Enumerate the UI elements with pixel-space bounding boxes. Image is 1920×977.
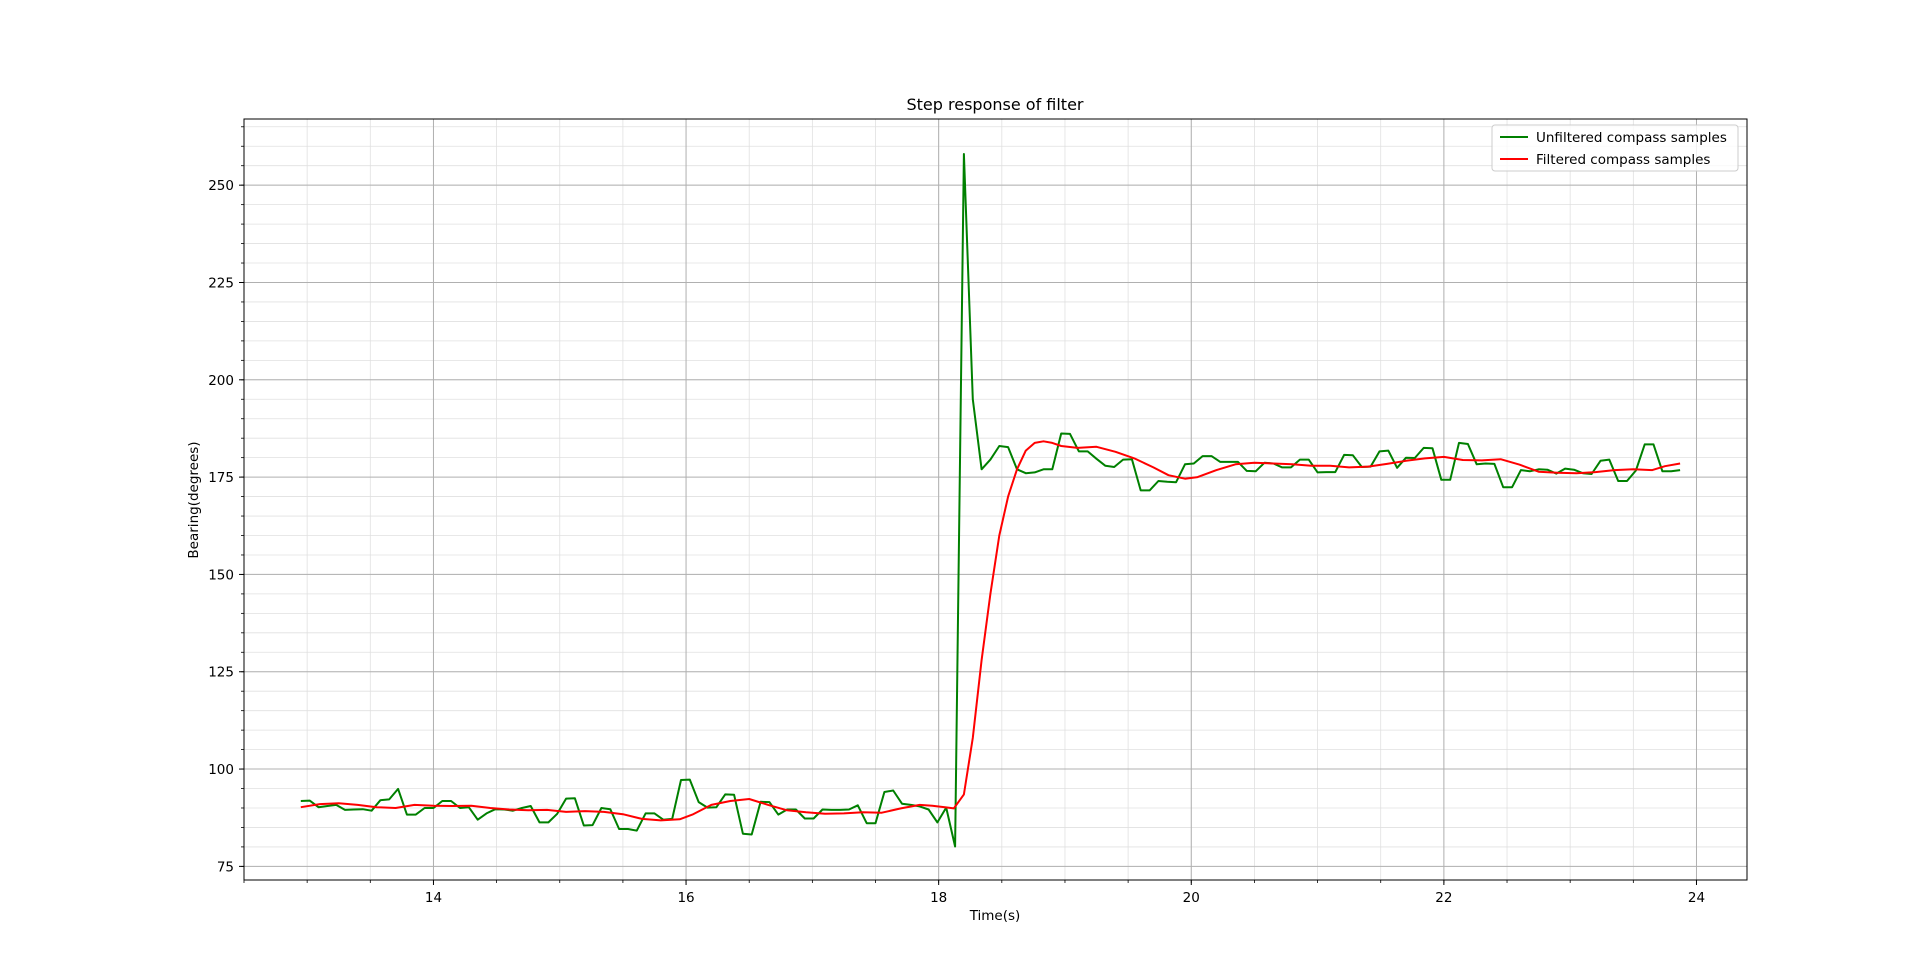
y-axis-ticks: 75 100 125 150 175 200 225 250 bbox=[208, 126, 244, 875]
y-tick-label: 150 bbox=[208, 567, 234, 583]
x-tick-label: 14 bbox=[425, 890, 442, 906]
y-tick-label: 100 bbox=[208, 762, 234, 778]
y-tick-label: 125 bbox=[208, 665, 234, 681]
legend-label-unfiltered: Unfiltered compass samples bbox=[1536, 130, 1727, 146]
x-axis-ticks: 14 16 18 20 22 24 bbox=[243, 880, 1705, 906]
y-tick-label: 75 bbox=[217, 859, 234, 875]
x-tick-label: 20 bbox=[1183, 890, 1200, 906]
series-line-unfiltered bbox=[300, 153, 1681, 848]
y-tick-label: 250 bbox=[208, 178, 234, 194]
series-layer bbox=[300, 153, 1681, 848]
y-axis-label: Bearing(degrees) bbox=[186, 441, 202, 558]
x-axis-label: Time(s) bbox=[969, 908, 1021, 924]
y-tick-label: 200 bbox=[208, 373, 234, 389]
x-tick-label: 24 bbox=[1688, 890, 1705, 906]
x-tick-label: 16 bbox=[677, 890, 694, 906]
plot-frame bbox=[243, 118, 1748, 881]
y-tick-label: 175 bbox=[208, 470, 234, 486]
grid-lines bbox=[243, 119, 1747, 880]
y-tick-label: 225 bbox=[208, 275, 234, 291]
series-line-filtered bbox=[300, 440, 1681, 822]
chart-title: Step response of filter bbox=[907, 95, 1084, 114]
legend-box bbox=[1491, 124, 1739, 172]
x-tick-label: 18 bbox=[930, 890, 947, 906]
legend-label-filtered: Filtered compass samples bbox=[1536, 152, 1710, 168]
x-tick-label: 22 bbox=[1435, 890, 1452, 906]
legend: Unfiltered compass samples Filtered comp… bbox=[1491, 124, 1739, 172]
